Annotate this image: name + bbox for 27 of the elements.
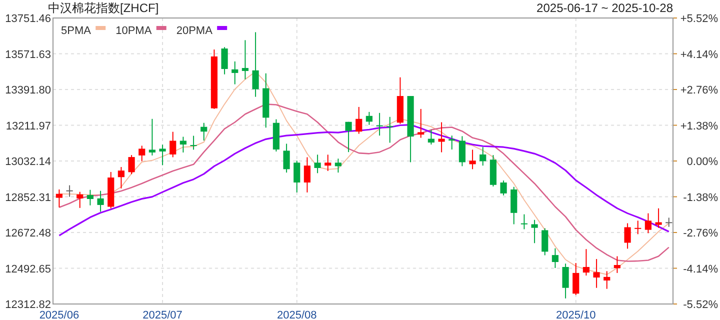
legend-label: 10PMA [116,25,152,37]
y2-tick-label: +4.14% [680,48,718,61]
chart-subtitle: 2025-06-17 ~ 2025-10-28 [536,1,674,15]
legend-label: 5PMA [61,25,92,37]
y-tick-label: 13032.14 [5,156,51,168]
y2-tick-label: 0.00% [686,156,718,168]
x-tick-label: 2025/08 [276,310,317,320]
y-tick-label: 12492.65 [5,263,51,276]
legend-label: 20PMA [176,25,214,37]
x-tick-label: 2025/07 [142,310,182,320]
y2-tick-label: +5.52% [680,13,718,25]
y2-tick-label: -1.38% [683,192,718,204]
y2-tick-label: +1.38% [680,120,718,132]
y-tick-label: 13211.97 [6,120,51,132]
y-tick-label: 13391.80 [5,84,51,96]
x-tick-label: 2025/10 [556,310,596,320]
y2-tick-label: +2.76% [680,84,718,96]
x-tick-label: 2025/06 [39,310,80,320]
y-tick-label: 12672.48 [5,228,51,240]
y2-tick-label: -5.52% [683,299,718,311]
y-tick-label: 13571.63 [5,48,51,61]
y2-tick-label: -2.76% [683,228,718,240]
y-tick-label: 12852.31 [5,192,51,204]
y-tick-label: 13751.46 [5,13,51,25]
chart-title: 中汉棉花指数[ZHCF] [48,1,159,15]
y-tick-label: 12312.82 [5,299,51,311]
y2-tick-label: -4.14% [683,263,718,276]
